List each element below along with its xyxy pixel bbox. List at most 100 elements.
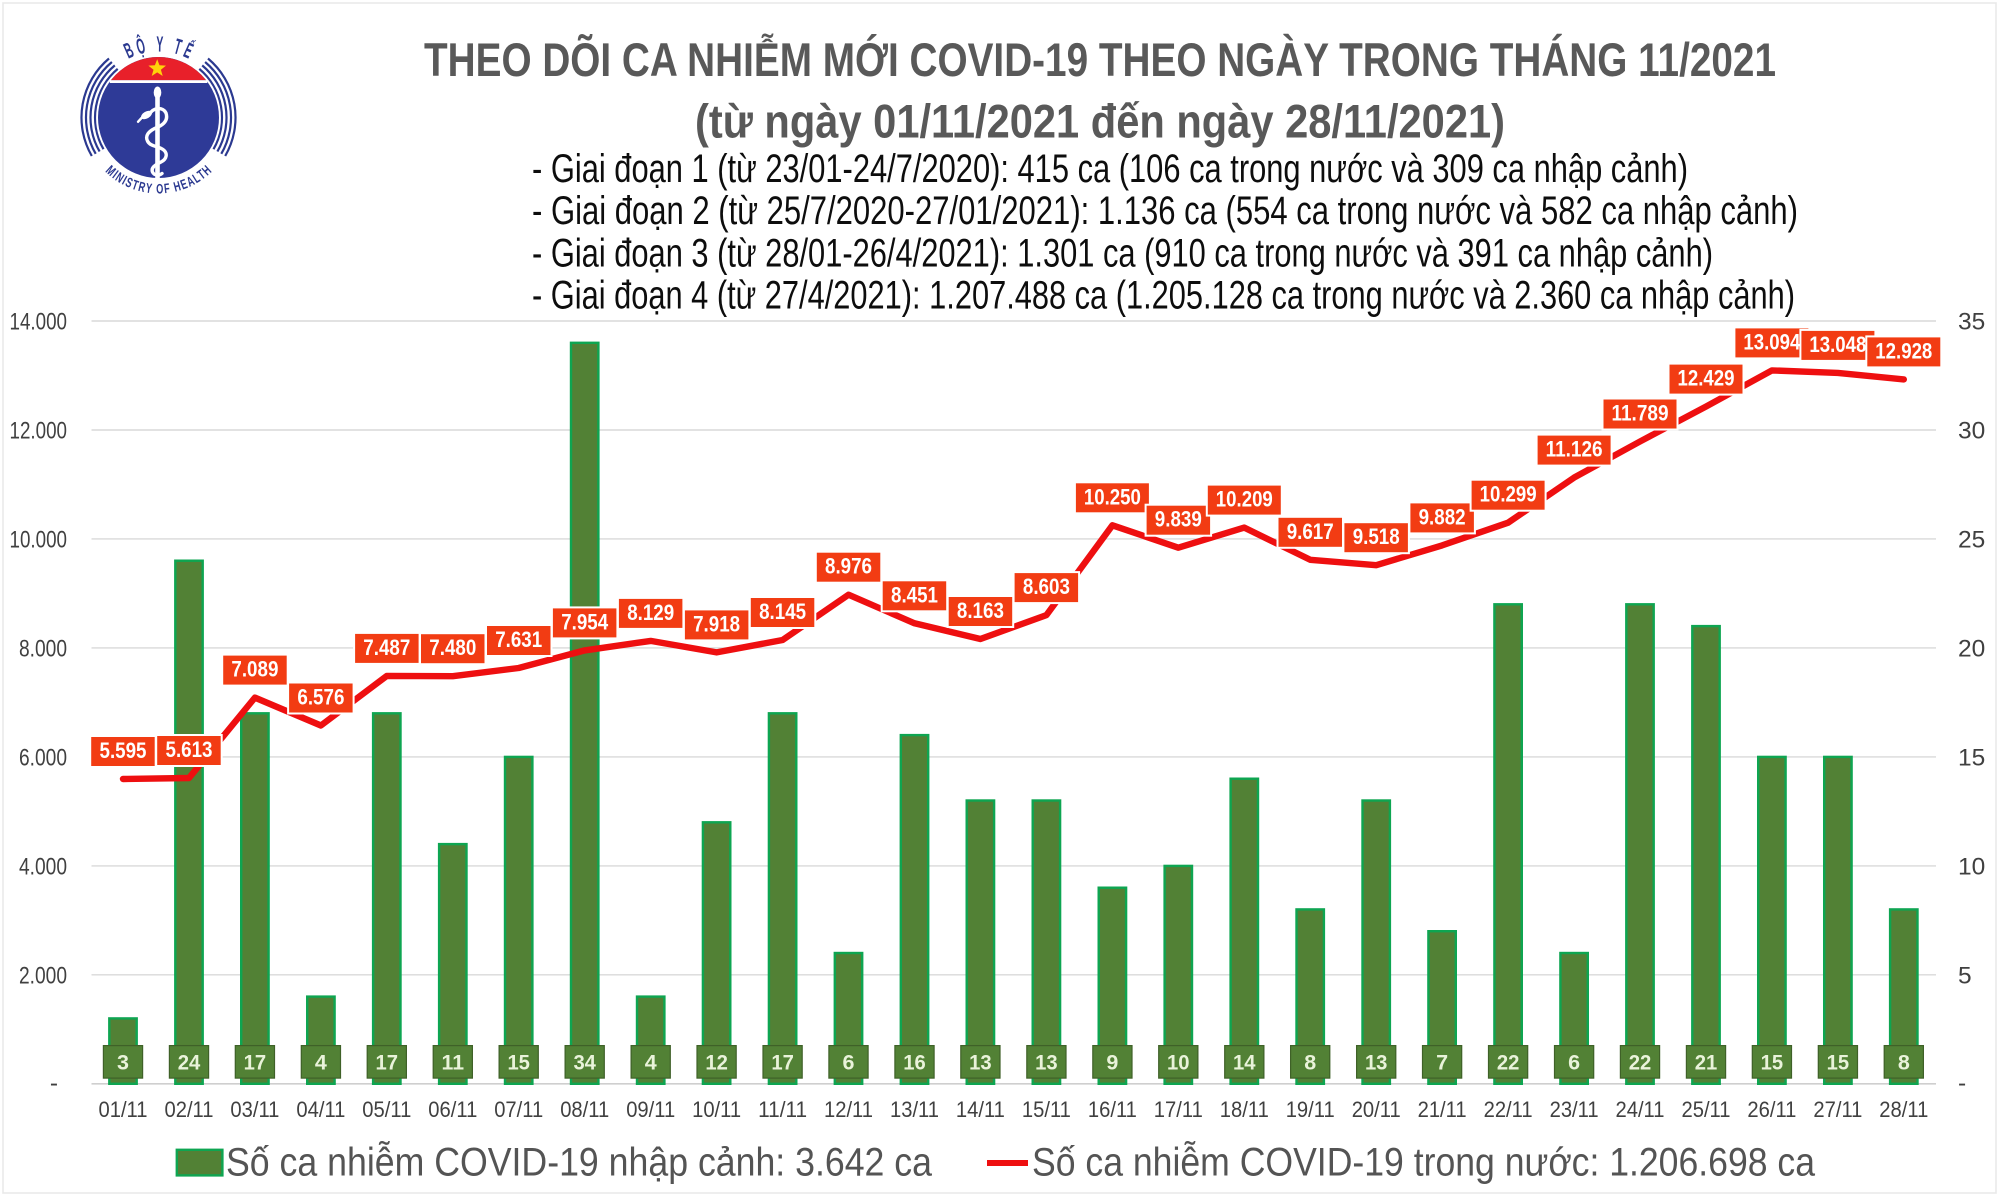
svg-text:11.126: 11.126 bbox=[1546, 437, 1603, 462]
svg-text:8.451: 8.451 bbox=[891, 582, 938, 607]
svg-text:24/11: 24/11 bbox=[1616, 1097, 1665, 1122]
svg-text:13/11: 13/11 bbox=[890, 1097, 939, 1122]
svg-text:11: 11 bbox=[442, 1051, 465, 1075]
svg-text:4: 4 bbox=[645, 1051, 657, 1075]
svg-text:17: 17 bbox=[771, 1051, 794, 1075]
svg-text:17: 17 bbox=[376, 1051, 399, 1075]
svg-text:14.000: 14.000 bbox=[10, 309, 68, 336]
svg-text:7.487: 7.487 bbox=[363, 635, 410, 660]
svg-text:12/11: 12/11 bbox=[824, 1097, 873, 1122]
svg-text:8.145: 8.145 bbox=[759, 599, 806, 624]
svg-text:21/11: 21/11 bbox=[1418, 1097, 1467, 1122]
svg-text:17: 17 bbox=[244, 1051, 267, 1075]
svg-text:25: 25 bbox=[1958, 527, 1985, 554]
svg-text:9.839: 9.839 bbox=[1155, 507, 1202, 532]
svg-text:10.250: 10.250 bbox=[1084, 484, 1141, 509]
svg-text:04/11: 04/11 bbox=[296, 1097, 345, 1122]
svg-text:- Giai đoạn 3 (từ 28/01-26/4/2: - Giai đoạn 3 (từ 28/01-26/4/2021): 1.30… bbox=[532, 232, 1713, 276]
svg-text:7.918: 7.918 bbox=[693, 611, 740, 636]
svg-text:4.000: 4.000 bbox=[19, 854, 67, 881]
svg-text:7.631: 7.631 bbox=[495, 627, 542, 652]
svg-text:15: 15 bbox=[1958, 745, 1985, 772]
svg-text:17/11: 17/11 bbox=[1154, 1097, 1203, 1122]
svg-text:I: I bbox=[120, 173, 130, 188]
svg-text:12.000: 12.000 bbox=[10, 418, 68, 445]
svg-text:15: 15 bbox=[507, 1051, 530, 1075]
svg-text:5.613: 5.613 bbox=[166, 737, 213, 762]
svg-text:21: 21 bbox=[1695, 1051, 1718, 1075]
svg-text:08/11: 08/11 bbox=[560, 1097, 609, 1122]
svg-text:9.617: 9.617 bbox=[1287, 519, 1334, 544]
svg-text:13.048: 13.048 bbox=[1809, 332, 1866, 357]
svg-text:12.429: 12.429 bbox=[1678, 366, 1735, 391]
svg-text:26/11: 26/11 bbox=[1747, 1097, 1796, 1122]
svg-text:03/11: 03/11 bbox=[230, 1097, 279, 1122]
svg-text:10: 10 bbox=[1958, 854, 1985, 881]
svg-text:7.089: 7.089 bbox=[231, 657, 278, 682]
svg-text:8.603: 8.603 bbox=[1023, 574, 1070, 599]
svg-text:6: 6 bbox=[843, 1051, 855, 1075]
svg-text:15: 15 bbox=[1827, 1051, 1850, 1075]
svg-text:16: 16 bbox=[903, 1051, 926, 1075]
svg-text:6.576: 6.576 bbox=[297, 685, 344, 710]
svg-text:15: 15 bbox=[1761, 1051, 1784, 1075]
svg-text:F: F bbox=[163, 181, 170, 197]
svg-text:I: I bbox=[109, 168, 120, 182]
svg-text:8.976: 8.976 bbox=[825, 554, 872, 579]
svg-text:R: R bbox=[137, 179, 147, 195]
svg-text:8.129: 8.129 bbox=[627, 600, 674, 625]
svg-text:10.209: 10.209 bbox=[1216, 487, 1273, 512]
svg-text:5: 5 bbox=[1958, 962, 1972, 989]
svg-text:22/11: 22/11 bbox=[1484, 1097, 1533, 1122]
svg-text:(từ ngày 01/11/2021 đến ngày 2: (từ ngày 01/11/2021 đến ngày 28/11/2021) bbox=[695, 95, 1505, 148]
svg-text:7: 7 bbox=[1436, 1051, 1448, 1075]
svg-text:Số ca nhiễm COVID-19 trong nướ: Số ca nhiễm COVID-19 trong nước: 1.206.6… bbox=[1032, 1139, 1816, 1184]
svg-text:09/11: 09/11 bbox=[626, 1097, 675, 1122]
svg-text:18/11: 18/11 bbox=[1220, 1097, 1269, 1122]
svg-text:14/11: 14/11 bbox=[956, 1097, 1005, 1122]
svg-text:-: - bbox=[1958, 1070, 1966, 1097]
svg-text:9.882: 9.882 bbox=[1419, 504, 1466, 529]
svg-text:Y: Y bbox=[145, 181, 153, 197]
svg-text:34: 34 bbox=[573, 1051, 596, 1075]
svg-text:25/11: 25/11 bbox=[1682, 1097, 1731, 1122]
svg-text:35: 35 bbox=[1958, 309, 1985, 336]
svg-text:24: 24 bbox=[178, 1051, 201, 1075]
svg-text:8: 8 bbox=[1898, 1051, 1910, 1075]
svg-text:22: 22 bbox=[1629, 1051, 1652, 1075]
svg-text:3: 3 bbox=[117, 1051, 129, 1075]
svg-text:14: 14 bbox=[1233, 1051, 1256, 1075]
svg-text:H: H bbox=[172, 179, 182, 195]
svg-text:13: 13 bbox=[969, 1051, 992, 1075]
svg-text:7.954: 7.954 bbox=[561, 609, 608, 634]
svg-text:-: - bbox=[50, 1070, 58, 1097]
svg-text:12.928: 12.928 bbox=[1875, 338, 1932, 363]
svg-text:22: 22 bbox=[1497, 1051, 1520, 1075]
svg-text:27/11: 27/11 bbox=[1813, 1097, 1862, 1122]
svg-text:20/11: 20/11 bbox=[1352, 1097, 1401, 1122]
svg-text:10.299: 10.299 bbox=[1480, 482, 1537, 507]
svg-text:12: 12 bbox=[705, 1051, 728, 1075]
svg-text:06/11: 06/11 bbox=[428, 1097, 477, 1122]
svg-text:9: 9 bbox=[1106, 1051, 1118, 1075]
svg-text:8.163: 8.163 bbox=[957, 598, 1004, 623]
svg-text:15/11: 15/11 bbox=[1022, 1097, 1071, 1122]
svg-text:E: E bbox=[178, 176, 189, 193]
svg-text:9.518: 9.518 bbox=[1353, 524, 1400, 549]
svg-text:13: 13 bbox=[1365, 1051, 1388, 1075]
svg-text:19/11: 19/11 bbox=[1286, 1097, 1335, 1122]
svg-text:11.789: 11.789 bbox=[1612, 401, 1669, 426]
svg-text:8.000: 8.000 bbox=[19, 636, 67, 663]
svg-text:6: 6 bbox=[1568, 1051, 1580, 1075]
svg-text:- Giai đoạn 4 (từ 27/4/2021):: - Giai đoạn 4 (từ 27/4/2021): 1.207.488 … bbox=[532, 274, 1795, 318]
svg-text:01/11: 01/11 bbox=[99, 1097, 148, 1122]
svg-text:10/11: 10/11 bbox=[692, 1097, 741, 1122]
svg-text:O: O bbox=[156, 182, 163, 197]
svg-text:07/11: 07/11 bbox=[494, 1097, 543, 1122]
svg-text:Y: Y bbox=[156, 31, 164, 57]
svg-text:5.595: 5.595 bbox=[100, 738, 147, 763]
svg-text:Số ca nhiễm COVID-19 nhập cảnh: Số ca nhiễm COVID-19 nhập cảnh: 3.642 ca bbox=[226, 1139, 933, 1184]
svg-text:28/11: 28/11 bbox=[1879, 1097, 1928, 1122]
svg-text:16/11: 16/11 bbox=[1088, 1097, 1137, 1122]
svg-text:T: T bbox=[130, 177, 140, 193]
